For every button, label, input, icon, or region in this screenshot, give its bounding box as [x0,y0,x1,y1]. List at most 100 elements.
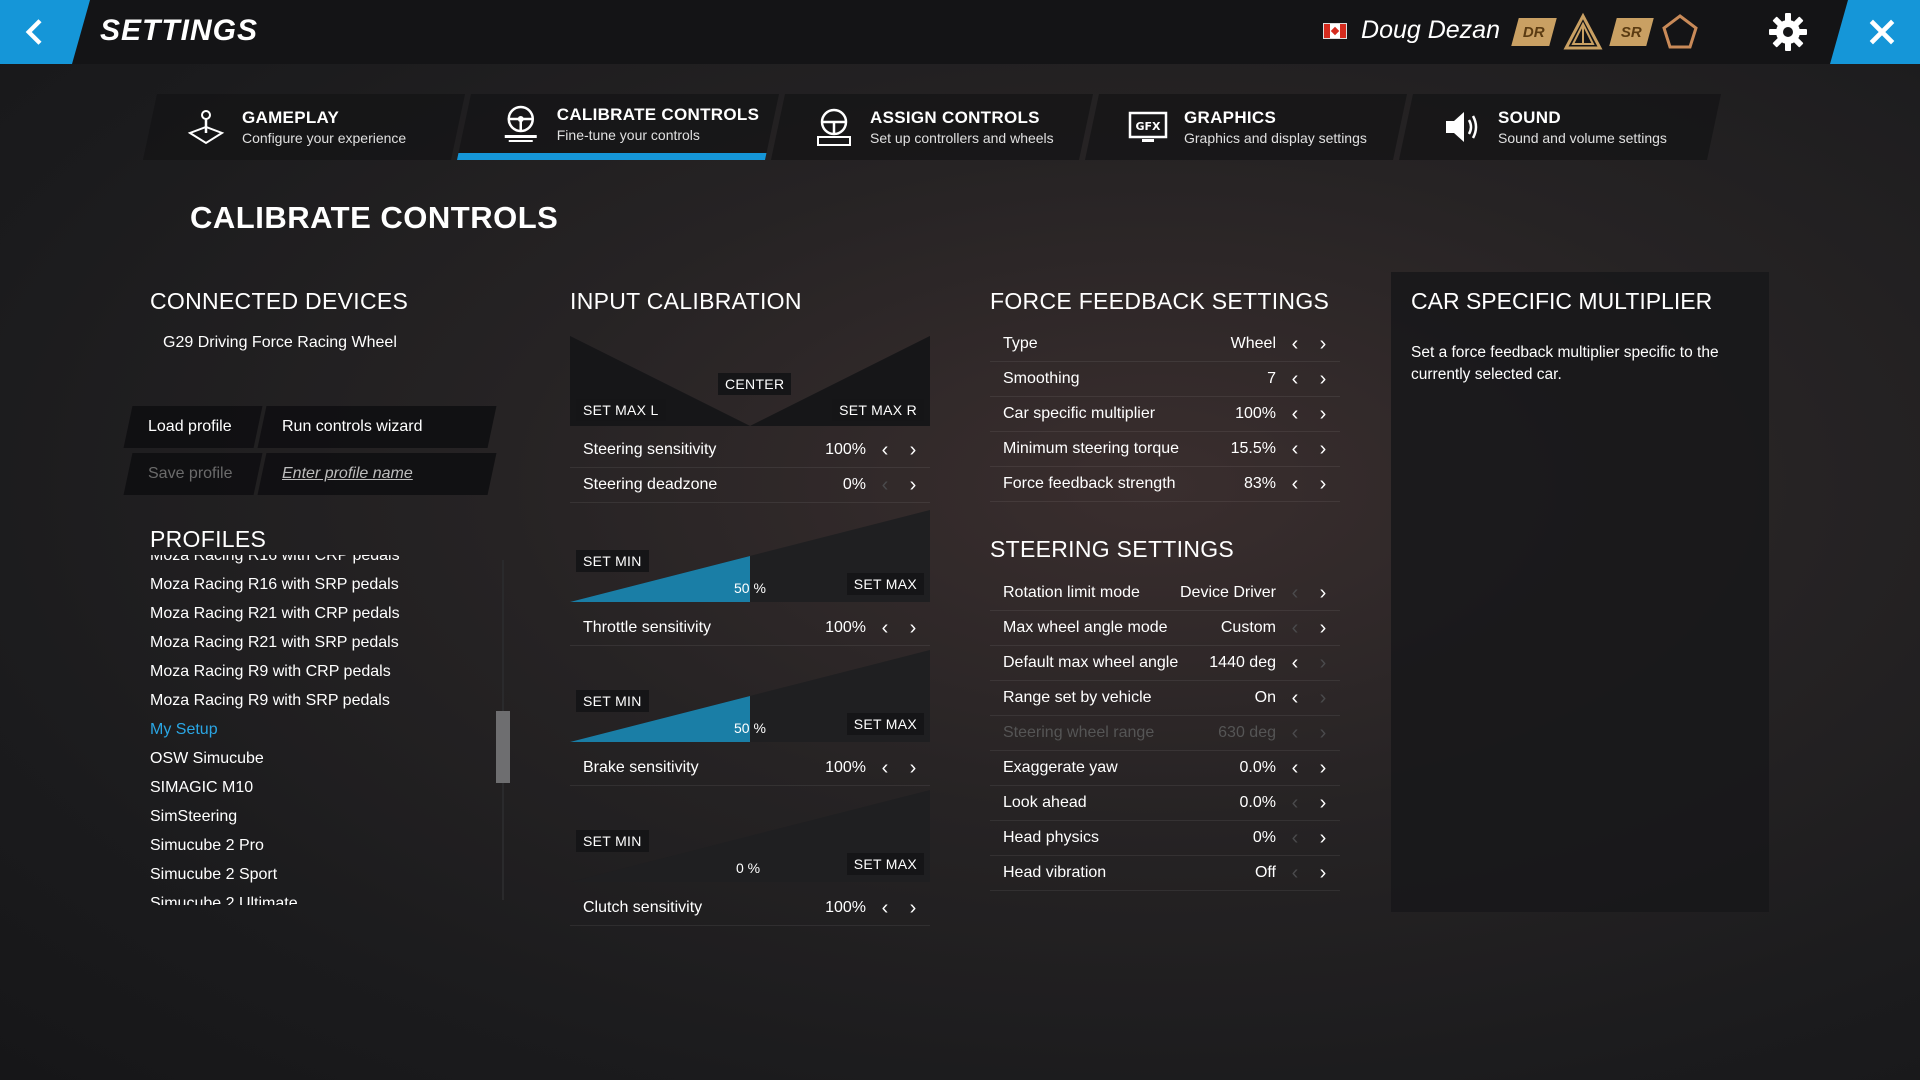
chevron-left-icon[interactable]: ‹ [1291,332,1299,355]
chevron-left-icon[interactable]: ‹ [1291,686,1299,709]
chevron-right-icon[interactable]: › [909,438,917,461]
load-profile-button[interactable]: Load profile [123,406,263,448]
chevron-left-icon[interactable]: ‹ [881,896,889,919]
chevron-left-icon[interactable]: ‹ [1291,402,1299,425]
profile-item[interactable]: SimSteering [150,808,238,825]
chevron-right-icon[interactable]: › [1319,721,1327,744]
save-profile-button[interactable]: Save profile [123,453,263,495]
row-value: Device Driver [1179,584,1276,601]
profile-item[interactable]: Moza Racing R9 with CRP pedals [150,663,391,680]
chevron-left-icon[interactable]: ‹ [1291,756,1299,779]
chevron-right-icon[interactable]: › [1319,332,1327,355]
throttle-set-min-button[interactable]: SET MIN [576,550,649,572]
chevron-right-icon[interactable]: › [1319,651,1327,674]
settings-row[interactable]: Rotation limit mode Device Driver ‹ › [990,576,1340,611]
chevron-right-icon[interactable]: › [1319,367,1327,390]
settings-row[interactable]: Minimum steering torque 15.5% ‹ › [990,432,1340,467]
settings-row[interactable]: Head physics 0% ‹ › [990,821,1340,856]
chevron-left-icon[interactable]: ‹ [1291,861,1299,884]
chevron-left-icon[interactable]: ‹ [1291,651,1299,674]
profile-item[interactable]: SIMAGIC M10 [150,779,254,796]
center-button[interactable]: CENTER [718,373,792,395]
profile-item[interactable]: Moza Racing R16 with CRP pedals [150,555,400,564]
settings-row[interactable]: Head vibration Off ‹ › [990,856,1340,891]
chevron-left-icon[interactable]: ‹ [1291,367,1299,390]
settings-row[interactable]: Range set by vehicle On ‹ › [990,681,1340,716]
chevron-left-icon[interactable]: ‹ [881,756,889,779]
settings-row[interactable]: Force feedback strength 83% ‹ › [990,467,1340,502]
set-max-left-button[interactable]: SET MAX L [576,399,666,421]
chevron-right-icon[interactable]: › [1319,791,1327,814]
profile-item[interactable]: My Setup [150,721,218,738]
chevron-right-icon[interactable]: › [909,756,917,779]
profile-item[interactable]: Simucube 2 Sport [150,866,278,883]
chevron-right-icon[interactable]: › [909,616,917,639]
tab-calibrate-controls[interactable]: CALIBRATE CONTROLS Fine-tune your contro… [456,94,780,160]
settings-row[interactable]: Smoothing 7 ‹ › [990,362,1340,397]
chevron-right-icon[interactable]: › [1319,826,1327,849]
profile-item[interactable]: Simucube 2 Pro [150,837,264,854]
brake-set-min-button[interactable]: SET MIN [576,690,649,712]
chevron-left-icon[interactable]: ‹ [1291,721,1299,744]
brake-sensitivity-row[interactable]: Brake sensitivity 100% ‹ › [570,751,930,786]
throttle-sensitivity-row[interactable]: Throttle sensitivity 100% ‹ › [570,611,930,646]
set-max-right-button[interactable]: SET MAX R [832,399,924,421]
tab-gameplay[interactable]: GAMEPLAY Configure your experience [142,94,466,160]
settings-row[interactable]: Car specific multiplier 100% ‹ › [990,397,1340,432]
chevron-right-icon[interactable]: › [909,473,917,496]
chevron-left-icon[interactable]: ‹ [881,473,889,496]
tab-subtitle: Sound and volume settings [1498,130,1667,146]
device-name[interactable]: G29 Driving Force Racing Wheel [163,334,397,351]
steering-deadzone-row[interactable]: Steering deadzone 0% ‹ › [570,468,930,503]
chevron-left-icon[interactable]: ‹ [1291,581,1299,604]
clutch-set-max-button[interactable]: SET MAX [846,853,924,875]
close-button[interactable] [1830,0,1920,64]
profile-item[interactable]: Moza Racing R16 with SRP pedals [150,576,399,593]
tab-graphics[interactable]: GFX GRAPHICS Graphics and display settin… [1084,94,1408,160]
tab-sound[interactable]: SOUND Sound and volume settings [1398,94,1722,160]
profile-item[interactable]: Moza Racing R21 with CRP pedals [150,605,400,622]
steering-sensitivity-row[interactable]: Steering sensitivity 100% ‹ › [570,433,930,468]
clutch-sensitivity-row[interactable]: Clutch sensitivity 100% ‹ › [570,891,930,926]
profile-item[interactable]: Simucube 2 Ultimate [150,895,298,905]
chevron-right-icon[interactable]: › [1319,472,1327,495]
chevron-left-icon[interactable]: ‹ [1291,437,1299,460]
chevron-left-icon[interactable]: ‹ [1291,791,1299,814]
back-button[interactable] [0,0,90,64]
chevron-left-icon[interactable]: ‹ [1291,826,1299,849]
settings-row[interactable]: Type Wheel ‹ › [990,327,1340,362]
settings-row[interactable]: Look ahead 0.0% ‹ › [990,786,1340,821]
throttle-set-max-button[interactable]: SET MAX [846,573,924,595]
input-calibration-title: INPUT CALIBRATION [570,288,802,314]
gear-icon[interactable] [1766,10,1810,54]
chevron-left-icon[interactable]: ‹ [881,616,889,639]
chevron-right-icon[interactable]: › [1319,861,1327,884]
profiles-list[interactable]: Moza Racing R16 with CRP pedals Moza Raci… [150,555,500,905]
clutch-set-min-button[interactable]: SET MIN [576,830,649,852]
row-label: Max wheel angle mode [1003,619,1168,636]
run-controls-wizard-button[interactable]: Run controls wizard [257,406,497,448]
chevron-left-icon[interactable]: ‹ [1291,472,1299,495]
row-label: Car specific multiplier [1003,405,1156,422]
chevron-right-icon[interactable]: › [1319,686,1327,709]
chevron-right-icon[interactable]: › [1319,616,1327,639]
chevron-right-icon[interactable]: › [1319,402,1327,425]
chevron-right-icon[interactable]: › [1319,581,1327,604]
settings-row[interactable]: Exaggerate yaw 0.0% ‹ › [990,751,1340,786]
brake-set-max-button[interactable]: SET MAX [846,713,924,735]
chevron-right-icon[interactable]: › [909,896,917,919]
profiles-scrollbar-thumb[interactable] [496,711,510,783]
chevron-left-icon[interactable]: ‹ [1291,616,1299,639]
chevron-left-icon[interactable]: ‹ [881,438,889,461]
profile-name-input[interactable]: Enter profile name [257,453,497,495]
profile-item[interactable]: Moza Racing R21 with SRP pedals [150,634,399,651]
settings-row[interactable]: Default max wheel angle 1440 deg ‹ › [990,646,1340,681]
settings-row[interactable]: Max wheel angle mode Custom ‹ › [990,611,1340,646]
profile-item[interactable]: OSW Simucube [150,750,264,767]
tab-assign-controls[interactable]: ASSIGN CONTROLS Set up controllers and w… [770,94,1094,160]
settings-row[interactable]: Steering wheel range 630 deg ‹ › [990,716,1340,751]
chevron-right-icon[interactable]: › [1319,437,1327,460]
speaker-icon [1446,112,1478,142]
chevron-right-icon[interactable]: › [1319,756,1327,779]
profile-item[interactable]: Moza Racing R9 with SRP pedals [150,692,390,709]
